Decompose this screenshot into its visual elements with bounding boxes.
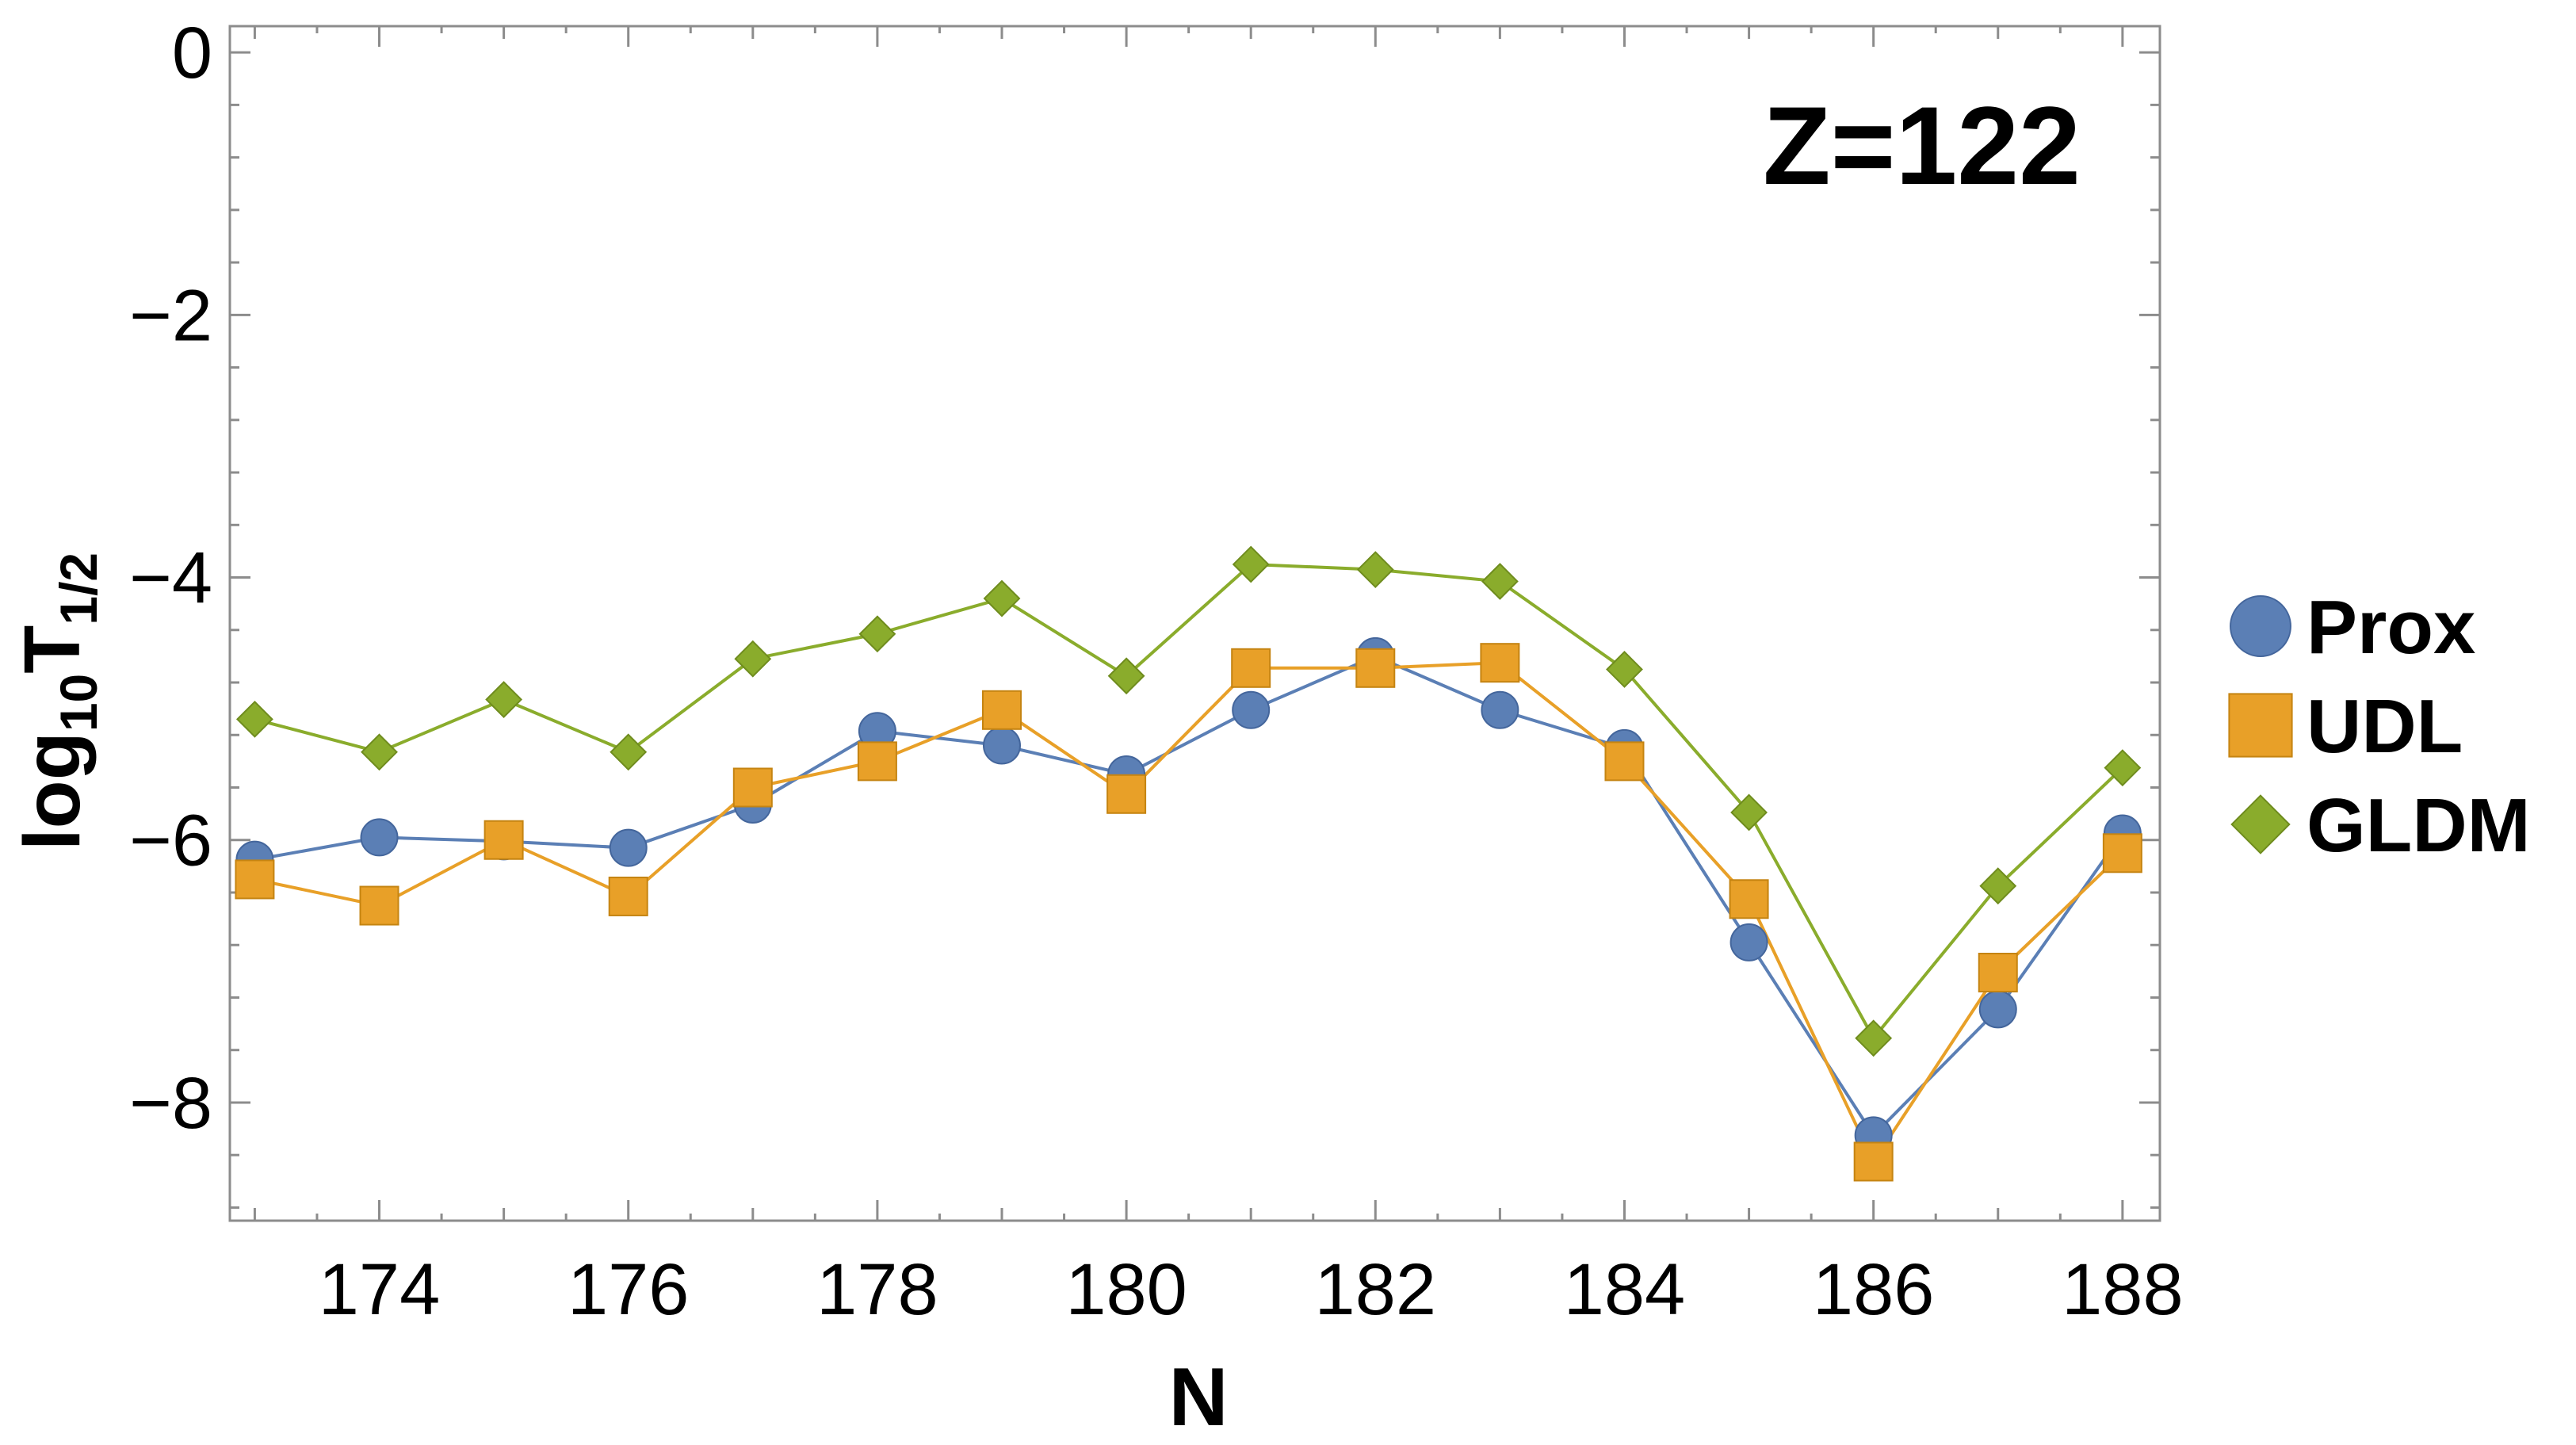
data-point-udl	[1480, 643, 1520, 683]
chart-annotation: Z=122	[1763, 83, 2081, 208]
series-line-gldm	[254, 562, 2124, 1042]
x-axis-title: N	[1168, 1351, 1228, 1443]
data-point-gldm	[1606, 651, 1643, 688]
legend-marker-prox	[2230, 595, 2291, 657]
y-axis-title-sub1: 10	[49, 674, 108, 732]
data-point-udl	[1106, 774, 1147, 814]
data-point-udl	[235, 859, 275, 900]
y-axis-title-main: T	[8, 625, 97, 674]
y-tick-label: −2	[129, 275, 212, 356]
legend: Prox UDL GLDM	[2228, 585, 2531, 868]
data-point-prox	[609, 828, 648, 867]
data-point-prox	[360, 818, 399, 857]
data-point-gldm	[361, 733, 398, 771]
plot-layer: 174 176 178 180 182 184 186 188 0 −2 −4 −6 −8	[129, 13, 2184, 1330]
data-point-udl	[1978, 953, 2018, 993]
x-tick-label: 176	[568, 1249, 690, 1330]
data-point-gldm	[610, 733, 648, 771]
x-tick-label: 180	[1065, 1249, 1187, 1330]
data-point-udl	[359, 885, 399, 926]
legend-label-udl: UDL	[2307, 684, 2463, 769]
data-point-prox	[1978, 990, 2017, 1029]
data-point-gldm	[1107, 657, 1145, 695]
data-point-gldm	[983, 579, 1021, 617]
data-point-udl	[483, 820, 524, 860]
data-point-prox	[1729, 923, 1768, 961]
data-point-udl	[608, 876, 648, 916]
data-point-gldm	[1481, 563, 1519, 600]
data-point-gldm	[485, 681, 523, 718]
y-tick-label: 0	[172, 13, 212, 94]
data-point-gldm	[1356, 551, 1394, 589]
legend-marker-gldm	[2230, 794, 2291, 854]
y-axis-title-sub2: 1/2	[49, 552, 108, 625]
data-point-udl	[1355, 648, 1396, 688]
data-point-udl	[1231, 648, 1271, 688]
data-point-prox	[1481, 690, 1519, 729]
data-point-gldm	[1855, 1019, 1893, 1057]
data-point-udl	[982, 690, 1022, 730]
plot-frame	[228, 25, 2161, 1222]
legend-label-gldm: GLDM	[2307, 783, 2531, 868]
legend-marker-udl	[2228, 693, 2293, 758]
data-point-prox	[1232, 690, 1271, 729]
data-point-udl	[1604, 741, 1645, 782]
x-tick-label: 188	[2062, 1249, 2184, 1330]
data-point-gldm	[1730, 793, 1768, 831]
y-tick-label: −8	[129, 1063, 212, 1144]
y-axis-title-base: log	[8, 732, 97, 851]
data-point-udl	[1853, 1141, 1894, 1182]
x-tick-label: 178	[816, 1249, 938, 1330]
series-line-prox	[254, 654, 2124, 1138]
data-point-gldm	[1232, 545, 1270, 583]
data-point-udl	[1729, 879, 1769, 919]
data-point-udl	[732, 767, 773, 808]
data-point-gldm	[734, 640, 772, 678]
data-point-udl	[857, 741, 897, 782]
data-point-gldm	[1979, 867, 2017, 905]
series-line-udl	[254, 661, 2124, 1165]
data-point-prox	[983, 726, 1021, 765]
data-point-gldm	[236, 700, 273, 738]
data-point-udl	[2102, 833, 2142, 873]
x-tick-label: 174	[319, 1249, 441, 1330]
x-tick-label: 186	[1813, 1249, 1935, 1330]
y-tick-label: −6	[129, 801, 212, 881]
x-tick-label: 184	[1564, 1249, 1686, 1330]
data-point-gldm	[858, 615, 896, 653]
series-layer	[235, 545, 2142, 1182]
y-axis-title: log10T1/2	[8, 552, 108, 851]
data-point-gldm	[2104, 749, 2142, 787]
legend-label-prox: Prox	[2307, 585, 2475, 670]
x-tick-label: 182	[1315, 1249, 1437, 1330]
y-tick-label: −4	[129, 538, 212, 619]
